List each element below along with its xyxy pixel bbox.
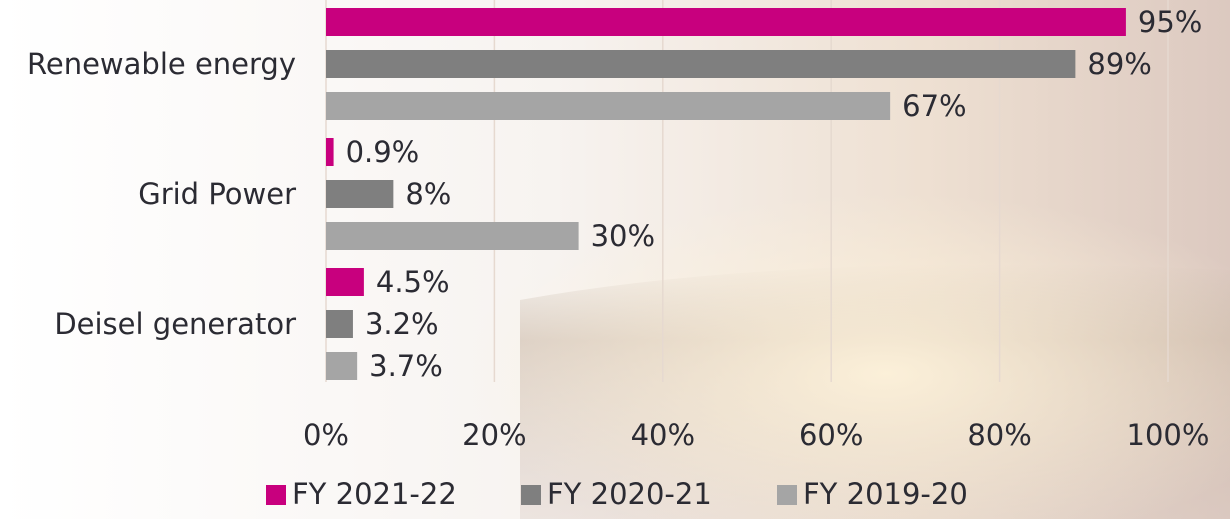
bar (326, 222, 579, 250)
x-tick-label: 80% (967, 418, 1031, 452)
value-label: 8% (405, 177, 451, 211)
y-tick-label: Grid Power (138, 177, 296, 211)
bar (326, 8, 1126, 36)
chart: 0% 20% 40% 60% 80% 100% Renewable energy 95% 89%… (0, 0, 1230, 519)
legend-label: FY 2019-20 (803, 477, 968, 511)
legend-swatch (777, 485, 797, 505)
bar (326, 138, 334, 166)
y-tick-label: Renewable energy (27, 47, 296, 81)
legend-label: FY 2021-22 (292, 477, 457, 511)
legend-label: FY 2020-21 (547, 477, 712, 511)
value-label: 95% (1138, 5, 1202, 39)
x-tick-label: 100% (1127, 418, 1210, 452)
value-label: 30% (591, 219, 655, 253)
value-label: 3.7% (369, 349, 443, 383)
value-label: 67% (902, 89, 966, 123)
x-tick-label: 40% (631, 418, 695, 452)
y-tick-label: Deisel generator (54, 307, 296, 341)
x-tick-label: 0% (303, 418, 349, 452)
x-tick-label: 20% (462, 418, 526, 452)
legend-swatch (266, 485, 286, 505)
legend-swatch (521, 485, 541, 505)
bar (326, 310, 353, 338)
value-label: 4.5% (376, 265, 450, 299)
bar (326, 352, 357, 380)
bar (326, 50, 1075, 78)
page: {"chart_data": {"type": "bar", "orientat… (0, 0, 1230, 519)
value-label: 3.2% (365, 307, 439, 341)
value-label: 0.9% (346, 135, 420, 169)
bar (326, 92, 890, 120)
bar (326, 268, 364, 296)
value-label: 89% (1087, 47, 1151, 81)
bar (326, 180, 393, 208)
x-tick-label: 60% (799, 418, 863, 452)
